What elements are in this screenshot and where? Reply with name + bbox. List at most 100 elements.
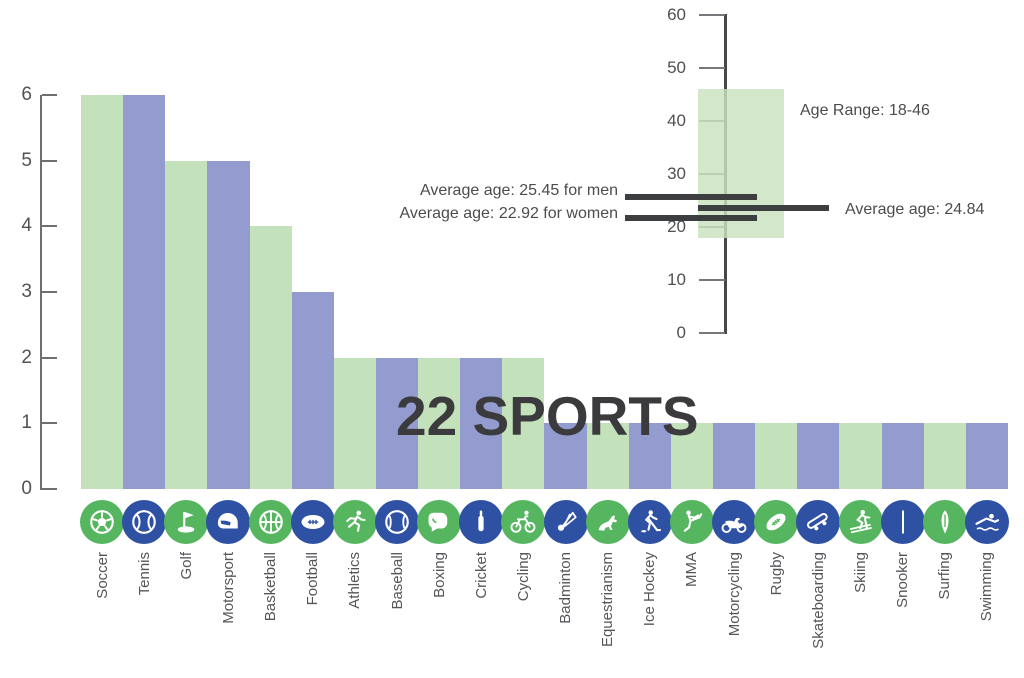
- bar-motorsport: [207, 161, 250, 489]
- sport-label-ice-hockey: Ice Hockey: [641, 552, 659, 627]
- avg-age-overall-line: [698, 205, 829, 211]
- bar-badminton: [544, 423, 587, 489]
- football-icon: [290, 500, 335, 544]
- equestrianism-icon: [585, 500, 630, 544]
- bar-soccer: [81, 95, 123, 489]
- bar-equestrianism: [587, 423, 629, 489]
- sport-label-baseball: Baseball: [388, 552, 406, 610]
- avg-age-women-line: [625, 215, 757, 221]
- bar-baseball: [376, 358, 418, 489]
- avg-age-overall-label: Average age: 24.84: [845, 201, 985, 218]
- cricket-icon: [459, 500, 504, 544]
- mma-icon: [669, 500, 714, 544]
- y-axis-line: [40, 95, 42, 490]
- snooker-icon: [880, 500, 925, 544]
- golf-icon: [164, 500, 209, 544]
- age-tick-label: 0: [676, 323, 686, 342]
- sport-label-motorcycling: Motorcycling: [725, 552, 743, 637]
- sport-label-badminton: Badminton: [557, 552, 575, 624]
- y-axis-tick: [42, 422, 57, 425]
- sport-label-athletics: Athletics: [346, 552, 364, 609]
- y-tick-label: 0: [21, 478, 32, 499]
- sport-label-snooker: Snooker: [894, 552, 912, 608]
- bar-ice-hockey: [629, 423, 671, 489]
- bar-cycling: [502, 358, 544, 489]
- sport-label-mma: MMA: [683, 552, 701, 587]
- tennis-icon: [122, 500, 167, 544]
- bar-cricket: [460, 358, 502, 489]
- bar-basketball: [250, 226, 292, 489]
- avg-age-women-label: Average age: 22.92 for women: [399, 205, 618, 222]
- age-tick-label: 20: [667, 217, 686, 236]
- bar-motorcycling: [713, 423, 755, 489]
- cycling-icon: [501, 500, 546, 544]
- age-scale-tick: [699, 279, 725, 281]
- sport-label-equestrianism: Equestrianism: [599, 552, 617, 648]
- skiing-icon: [838, 500, 883, 544]
- y-axis-tick: [42, 93, 57, 96]
- age-range-label: Age Range: 18-46: [800, 102, 930, 119]
- bar-surfing: [924, 423, 966, 489]
- age-scale-tick: [699, 332, 725, 334]
- age-tick-label: 60: [667, 5, 686, 24]
- bar-athletics: [334, 358, 376, 489]
- age-tick-label: 30: [667, 164, 686, 183]
- ice-hockey-icon: [627, 500, 672, 544]
- y-tick-label: 4: [21, 215, 32, 237]
- bar-rugby: [755, 423, 797, 489]
- sport-label-tennis: Tennis: [135, 552, 153, 596]
- rugby-icon: [754, 500, 799, 544]
- sport-label-golf: Golf: [177, 552, 195, 580]
- sport-label-football: Football: [304, 552, 322, 606]
- bar-skiing: [839, 423, 882, 489]
- age-tick-label: 10: [667, 270, 686, 289]
- age-scale-tick: [699, 67, 725, 69]
- soccer-icon: [80, 500, 125, 544]
- y-axis-tick: [42, 356, 57, 359]
- swimming-icon: [964, 500, 1009, 544]
- sport-label-skiing: Skiing: [852, 552, 870, 593]
- age-range-box: [698, 89, 784, 238]
- sport-label-basketball: Basketball: [262, 552, 280, 622]
- bar-swimming: [966, 423, 1008, 489]
- sport-label-motorsport: Motorsport: [219, 552, 237, 624]
- bar-boxing: [418, 358, 460, 489]
- motorsport-icon: [206, 500, 251, 544]
- bar-tennis: [123, 95, 165, 489]
- sport-label-skateboarding: Skateboarding: [809, 552, 827, 649]
- baseball-icon: [375, 500, 420, 544]
- surfing-icon: [922, 500, 967, 544]
- sport-label-cricket: Cricket: [472, 552, 490, 599]
- motorcycling-icon: [712, 500, 757, 544]
- avg-age-men-line: [625, 194, 757, 200]
- y-tick-label: 1: [21, 412, 32, 434]
- y-axis-tick: [42, 290, 57, 293]
- y-tick-label: 5: [21, 149, 32, 171]
- chart-title: 22 SPORTS: [396, 385, 699, 447]
- badminton-icon: [543, 500, 588, 544]
- bar-golf: [165, 161, 207, 489]
- bar-football: [292, 292, 334, 489]
- age-scale-tick: [699, 14, 725, 16]
- sport-label-soccer: Soccer: [93, 552, 111, 599]
- y-tick-label: 2: [21, 346, 32, 368]
- sport-label-surfing: Surfing: [936, 552, 954, 600]
- sport-label-rugby: Rugby: [767, 552, 785, 596]
- avg-age-men-label: Average age: 25.45 for men: [419, 182, 618, 199]
- basketball-icon: [248, 500, 293, 544]
- skateboarding-icon: [796, 500, 841, 544]
- y-tick-label: 6: [21, 83, 32, 105]
- boxing-icon: [417, 500, 462, 544]
- y-axis-tick: [42, 488, 57, 490]
- age-tick-label: 50: [667, 58, 686, 77]
- y-axis-tick: [42, 225, 57, 228]
- sport-label-boxing: Boxing: [430, 552, 448, 598]
- age-tick-label: 40: [667, 111, 686, 130]
- athletics-icon: [332, 500, 377, 544]
- bar-snooker: [882, 423, 924, 489]
- sport-label-cycling: Cycling: [514, 552, 532, 602]
- sport-label-swimming: Swimming: [978, 552, 996, 622]
- bar-mma: [671, 423, 713, 489]
- y-tick-label: 3: [21, 280, 32, 302]
